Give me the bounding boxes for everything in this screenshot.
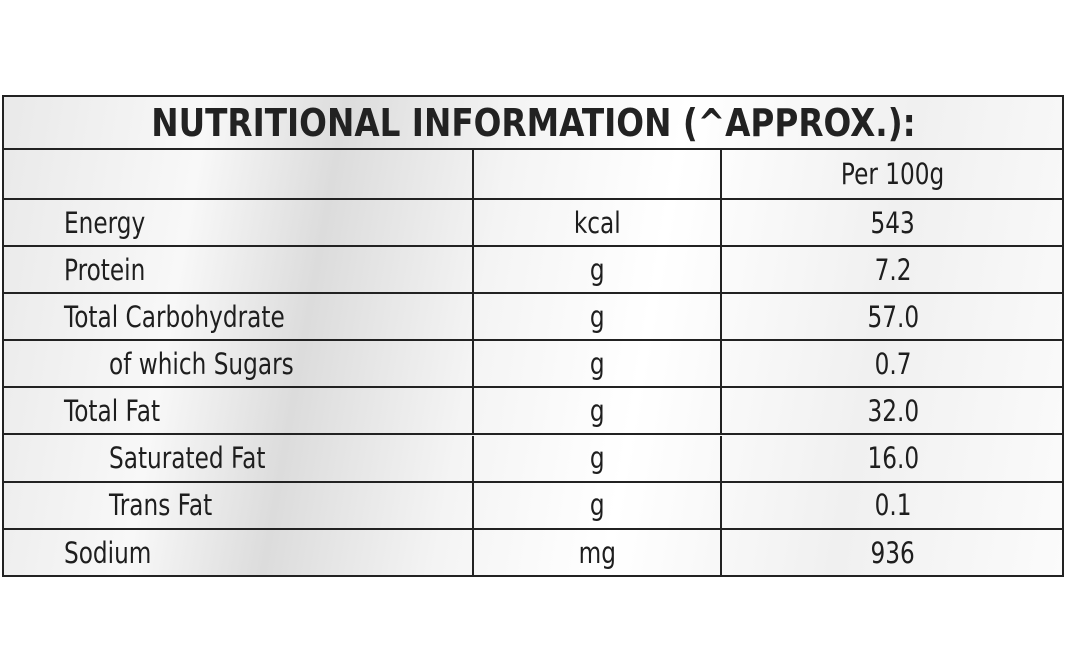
amount: 32.0 bbox=[867, 393, 919, 428]
table-cell: 0.7 bbox=[720, 341, 1064, 387]
nutrient-name: Trans Fat bbox=[109, 488, 213, 523]
nutrient-name: Protein bbox=[64, 252, 146, 287]
table-cell: Trans Fat bbox=[4, 483, 472, 528]
title-row: NUTRITIONAL INFORMATION (^APPROX.): bbox=[4, 97, 1062, 150]
table-cell: g bbox=[472, 247, 720, 293]
table-cell: Protein bbox=[4, 247, 472, 292]
table-cell: g bbox=[472, 388, 720, 434]
table-cell: Total Carbohydrate bbox=[4, 294, 472, 339]
amount: 543 bbox=[870, 205, 916, 240]
table-row: Sodium mg 936 bbox=[4, 529, 1064, 577]
table-cell: 16.0 bbox=[720, 435, 1064, 481]
unit: kcal bbox=[573, 205, 621, 240]
amount: 0.1 bbox=[874, 488, 912, 523]
table-row: Energy kcal 543 bbox=[4, 200, 1064, 248]
nutrient-name: Saturated Fat bbox=[109, 441, 266, 476]
table-cell: g bbox=[472, 294, 720, 340]
table-cell: Saturated Fat bbox=[4, 436, 472, 481]
table-cell: Sodium bbox=[4, 530, 472, 577]
table-cell: 543 bbox=[720, 200, 1064, 246]
table-row: Saturated Fat g 16.0 bbox=[4, 435, 1064, 483]
unit: mg bbox=[578, 536, 616, 571]
amount: 0.7 bbox=[874, 346, 912, 381]
table-row: Total Fat g 32.0 bbox=[4, 388, 1064, 436]
unit: g bbox=[589, 346, 605, 381]
unit: g bbox=[589, 441, 605, 476]
nutrient-name: Total Fat bbox=[64, 393, 161, 428]
header-row: Per 100g bbox=[4, 150, 1062, 200]
nutrient-name: Total Carbohydrate bbox=[64, 299, 285, 334]
unit: g bbox=[589, 299, 605, 334]
table-cell: of which Sugars bbox=[4, 341, 472, 386]
unit: g bbox=[589, 488, 605, 523]
table-cell: Energy bbox=[4, 200, 472, 245]
column-header: Per 100g bbox=[841, 157, 945, 191]
table-cell: kcal bbox=[472, 200, 720, 246]
nutrient-name: Sodium bbox=[64, 536, 152, 571]
table-cell: g bbox=[472, 341, 720, 387]
unit: g bbox=[589, 252, 605, 287]
nutrient-name: Energy bbox=[64, 205, 146, 240]
table-cell: 936 bbox=[720, 529, 1064, 577]
table-cell bbox=[4, 150, 472, 198]
amount: 57.0 bbox=[867, 299, 919, 334]
nutrient-name: of which Sugars bbox=[109, 346, 294, 381]
table-cell: g bbox=[472, 435, 720, 481]
amount: 16.0 bbox=[867, 441, 919, 476]
table-cell: g bbox=[472, 482, 720, 528]
table-row: of which Sugars g 0.7 bbox=[4, 341, 1064, 389]
unit: g bbox=[589, 393, 605, 428]
table-cell: Per 100g bbox=[720, 150, 1064, 198]
amount: 7.2 bbox=[874, 252, 912, 287]
nutrition-table: NUTRITIONAL INFORMATION (^APPROX.): Per … bbox=[2, 95, 1064, 577]
table-cell: 57.0 bbox=[720, 294, 1064, 340]
table-row: Total Carbohydrate g 57.0 bbox=[4, 294, 1064, 342]
table-cell: Total Fat bbox=[4, 388, 472, 433]
table-cell: 0.1 bbox=[720, 482, 1064, 528]
table-row: Protein g 7.2 bbox=[4, 247, 1064, 295]
amount: 936 bbox=[870, 536, 916, 571]
table-title: NUTRITIONAL INFORMATION (^APPROX.): bbox=[150, 100, 916, 145]
table-cell: 32.0 bbox=[720, 388, 1064, 434]
table-cell: 7.2 bbox=[720, 247, 1064, 293]
table-cell: mg bbox=[472, 529, 720, 577]
table-row: Trans Fat g 0.1 bbox=[4, 482, 1064, 530]
table-cell bbox=[472, 150, 720, 198]
